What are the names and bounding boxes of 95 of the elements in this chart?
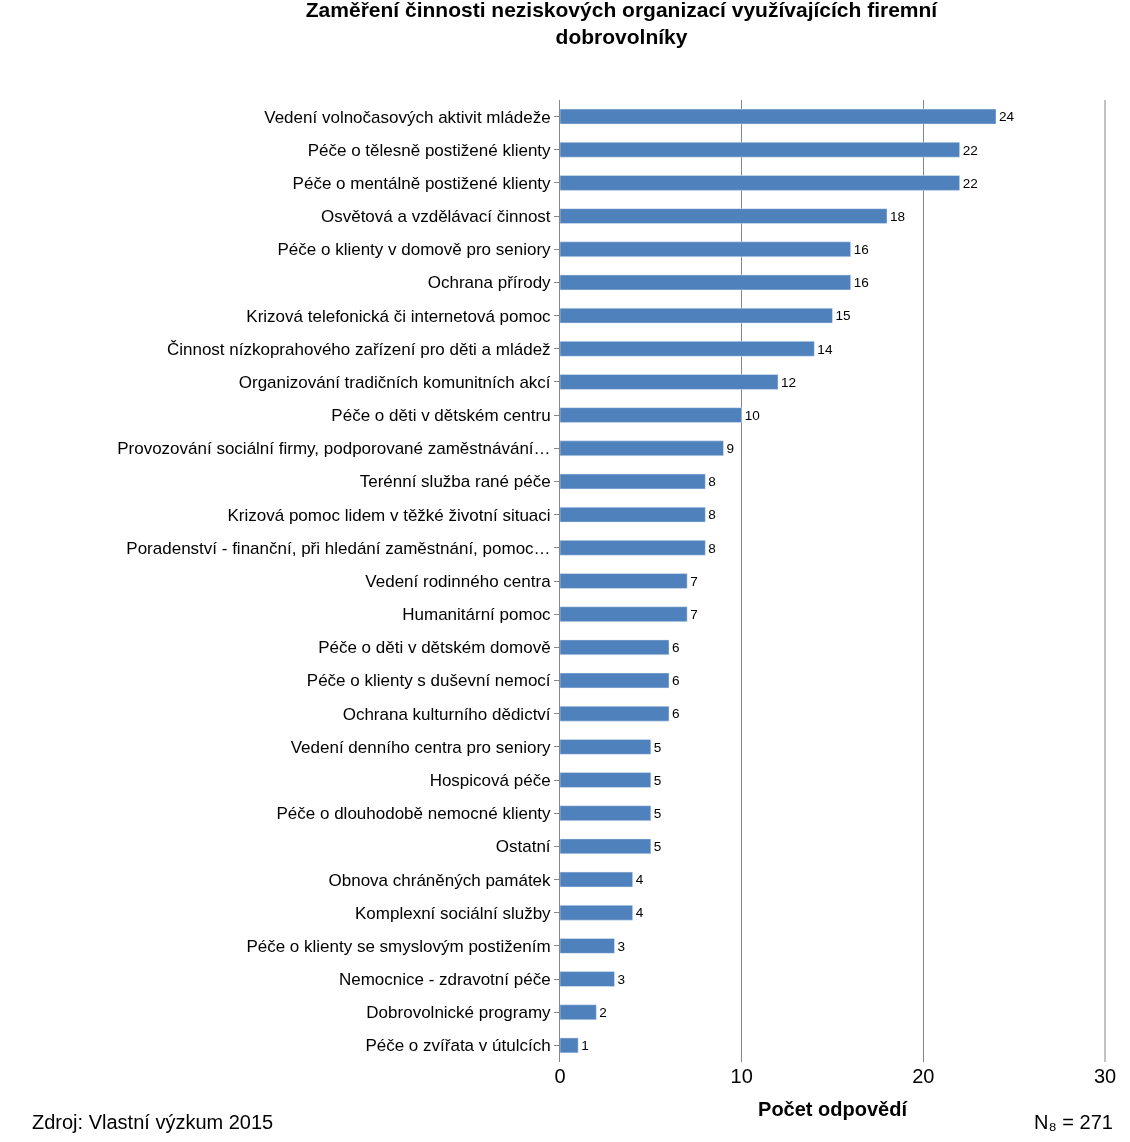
bar — [560, 506, 706, 523]
y-tick-label: Organizování tradičních komunitních akcí — [238, 372, 551, 392]
bar — [560, 871, 633, 888]
bar — [560, 374, 779, 390]
bar — [560, 473, 706, 490]
data-label: 6 — [672, 706, 680, 722]
data-label: 16 — [853, 275, 869, 291]
y-tick-label: Péče o dlouhodobě nemocné klienty — [276, 804, 552, 824]
bar — [560, 407, 742, 423]
data-label: 22 — [962, 142, 978, 158]
data-label: 14 — [817, 341, 833, 357]
data-label: 5 — [653, 839, 662, 855]
data-label: 4 — [635, 872, 644, 888]
data-label: 8 — [708, 507, 716, 523]
bar — [560, 805, 652, 821]
y-tick-label: Vedení volnočasových aktivit mládeže — [264, 107, 551, 127]
y-tick-label: Péče o mentálně postižené klienty — [292, 173, 552, 193]
bar — [560, 639, 670, 656]
data-label: 6 — [672, 673, 680, 689]
data-label: 6 — [672, 640, 680, 656]
data-label: 8 — [708, 474, 716, 490]
y-tick-label: Vedení denního centra pro seniory — [290, 737, 552, 757]
bar — [560, 440, 724, 457]
data-label: 22 — [962, 175, 978, 191]
bar — [560, 672, 670, 689]
data-label: 1 — [581, 1038, 589, 1054]
bar — [560, 705, 670, 722]
data-label: 9 — [726, 441, 735, 457]
data-label: 15 — [835, 308, 851, 324]
data-label: 3 — [617, 971, 626, 987]
bar — [560, 274, 851, 291]
bar — [560, 971, 615, 987]
y-tick-label: Provozování sociální firmy, podporované zaměstnávání… — [117, 439, 551, 459]
y-tick-label: Péče o klienty v domově pro seniory — [277, 240, 552, 260]
y-tick-label: Hospicová péče — [429, 770, 551, 790]
y-tick-label: Péče o klienty s duševní nemocí — [306, 671, 551, 691]
bar — [560, 175, 960, 191]
y-tick-label: Péče o děti v dětském centru — [331, 406, 551, 426]
bar — [560, 241, 851, 257]
y-tick-label: Ostatní — [495, 837, 551, 857]
x-tick-label: 30 — [1093, 1065, 1117, 1087]
bar — [560, 739, 652, 755]
data-label: 8 — [708, 540, 716, 556]
data-label: 18 — [890, 208, 906, 224]
text: N₈ = 271 — [1034, 1111, 1113, 1133]
x-axis-title: Počet odpovědí — [758, 1097, 909, 1120]
chart-title: Zaměření činnosti neziskových organizací využívajících firemní dobrovolníky — [305, 0, 939, 49]
data-label: 2 — [599, 1005, 607, 1020]
x-tick-label: 20 — [912, 1065, 935, 1087]
y-tick-label: Krizová telefonická či internetová pomoc — [246, 306, 552, 326]
y-tick-label: Péče o tělesně postižené klienty — [307, 140, 552, 160]
data-label: 5 — [653, 805, 662, 821]
x-tick-label: 10 — [730, 1065, 753, 1087]
y-tick-label: Poradenství - finanční, při hledání zaměstnání, pomoc… — [126, 538, 551, 558]
y-tick-label: Terénní služba rané péče — [359, 472, 551, 492]
data-label: 7 — [690, 573, 698, 589]
data-label: 5 — [653, 739, 662, 755]
y-tick-label: Péče o děti v dětském domově — [318, 638, 551, 658]
y-tick-label: Dobrovolnické programy — [366, 1003, 552, 1023]
bar — [560, 838, 652, 855]
y-tick-label: Osvětová a vzdělávací činnost — [320, 207, 551, 227]
y-tick-label: Obnova chráněných památek — [328, 870, 552, 890]
bar — [560, 540, 706, 556]
bar — [560, 307, 833, 324]
y-tick-label: Činnost nízkoprahového zařízení pro děti a mládež — [166, 339, 551, 359]
data-label: 7 — [690, 606, 698, 622]
y-tick-label: Ochrana přírody — [427, 273, 552, 293]
data-label: 3 — [617, 938, 626, 954]
bar — [560, 108, 997, 125]
data-label: 12 — [781, 374, 797, 390]
data-label: 4 — [635, 905, 644, 921]
y-tick-label: Nemocnice - zdravotní péče — [338, 970, 551, 990]
bar — [560, 938, 615, 954]
bar — [560, 208, 888, 224]
data-label: 24 — [999, 109, 1015, 125]
bar — [560, 341, 815, 357]
data-label: 16 — [853, 242, 869, 258]
bar — [560, 606, 688, 622]
bar — [560, 1037, 579, 1054]
y-tick-label: Péče o klienty se smyslovým postižením — [246, 936, 551, 956]
bar — [560, 905, 633, 921]
data-label: 10 — [744, 407, 761, 423]
y-tick-label: Krizová pomoc lidem v těžké životní situaci — [227, 505, 551, 525]
y-tick-label: Humanitární pomoc — [402, 605, 552, 625]
y-tick-label: Vedení rodinného centra — [365, 571, 552, 591]
x-tick-label: 0 — [554, 1065, 566, 1087]
bar — [560, 772, 652, 788]
data-label: 5 — [653, 772, 662, 788]
bar — [560, 1004, 597, 1020]
y-tick-label: Ochrana kulturního dědictví — [342, 704, 551, 724]
bar — [560, 573, 688, 589]
bar — [560, 142, 960, 158]
y-tick-label: Komplexní sociální služby — [355, 903, 552, 923]
y-tick-label: Péče o zvířata v útulcích — [365, 1036, 551, 1056]
text: Zdroj: Vlastní výzkum 2015 — [32, 1111, 274, 1133]
